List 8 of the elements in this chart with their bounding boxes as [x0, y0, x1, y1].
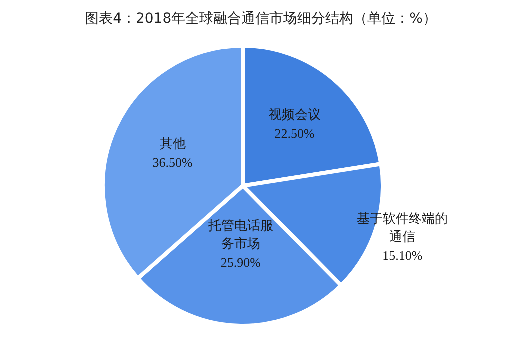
data-label: 36.50% — [152, 154, 194, 172]
slice-label: 其他 — [158, 136, 187, 154]
data-label: 25.90% — [220, 254, 262, 272]
slice-label: 视频会议 — [268, 107, 322, 126]
slice-label: 托管电话服务市场 — [208, 218, 274, 254]
chart-title: 图表4：2018年全球融合通信市场细分结构（单位：%） — [84, 10, 438, 28]
data-label: 22.50% — [274, 125, 316, 144]
data-label: 15.10% — [382, 247, 424, 266]
